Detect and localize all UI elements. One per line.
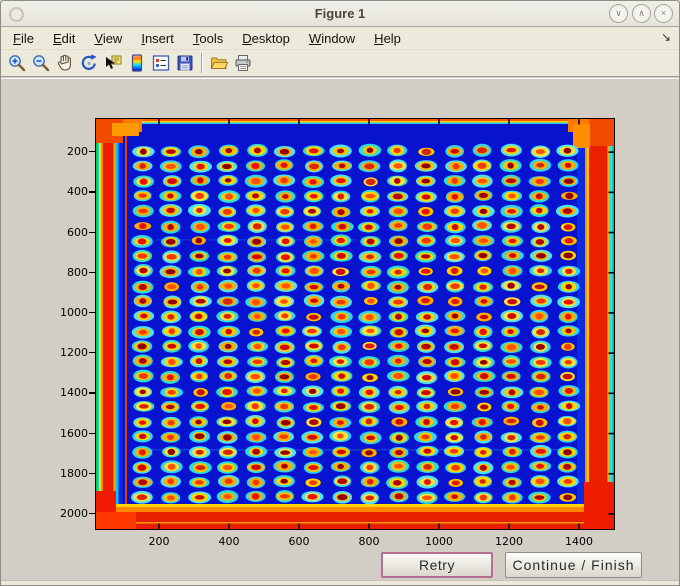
menu-item-desktop[interactable]: Desktop bbox=[242, 30, 290, 46]
rotate-3d-button[interactable] bbox=[77, 51, 101, 75]
menu-item-file[interactable]: File bbox=[13, 30, 34, 46]
y-tick-mark bbox=[89, 352, 95, 354]
menu-item-help[interactable]: Help bbox=[374, 30, 401, 46]
y-tick-mark bbox=[89, 271, 95, 274]
insert-colorbar-button[interactable] bbox=[125, 51, 149, 75]
chevron-up-icon: ∧ bbox=[638, 8, 645, 18]
y-tick-label: 1000 bbox=[60, 305, 88, 319]
x-tick-label: 1200 bbox=[495, 535, 523, 548]
save-figure-icon bbox=[175, 53, 195, 73]
toolbar-separator bbox=[201, 53, 202, 73]
shade-button[interactable]: ∨ bbox=[609, 4, 628, 23]
y-tick-label: 200 bbox=[67, 145, 88, 159]
pan-button[interactable] bbox=[53, 51, 77, 75]
heatmap-image[interactable] bbox=[96, 119, 614, 529]
dock-figure-icon[interactable]: ↘ bbox=[660, 30, 671, 44]
x-tick-label: 1400 bbox=[565, 535, 593, 548]
plot-axes bbox=[95, 118, 615, 530]
x-tick-label: 600 bbox=[288, 535, 310, 548]
unshade-button[interactable]: ∧ bbox=[632, 4, 651, 23]
pan-icon bbox=[55, 53, 75, 73]
close-button[interactable]: × bbox=[654, 4, 673, 23]
y-tick-mark bbox=[89, 432, 95, 434]
y-tick-mark bbox=[89, 512, 95, 515]
y-tick-label: 1200 bbox=[60, 346, 88, 360]
y-tick-label: 800 bbox=[67, 265, 88, 279]
zoom-out-button[interactable] bbox=[29, 51, 53, 75]
open-file-button[interactable] bbox=[207, 51, 231, 75]
menu-item-view[interactable]: View bbox=[94, 30, 123, 46]
data-cursor-icon bbox=[103, 53, 123, 73]
rotate-3d-icon bbox=[79, 53, 99, 73]
menu-item-window[interactable]: Window bbox=[308, 30, 356, 46]
y-tick-mark bbox=[89, 191, 95, 193]
y-tick-label: 1400 bbox=[60, 386, 88, 400]
open-file-icon bbox=[209, 53, 229, 73]
zoom-in-button[interactable] bbox=[5, 51, 29, 75]
menu-bar: File Edit View Insert Tools Desktop Window Help… bbox=[0, 27, 680, 50]
x-tick-label: 200 bbox=[148, 535, 170, 548]
x-tick-label: 1000 bbox=[425, 535, 453, 548]
print-figure-icon bbox=[233, 53, 253, 73]
zoom-in-icon bbox=[7, 53, 27, 73]
menu-item-edit[interactable]: Edit bbox=[52, 30, 76, 46]
y-tick-mark bbox=[89, 151, 95, 153]
y-tick-label: 400 bbox=[67, 185, 88, 199]
window-title: Figure 1 bbox=[314, 6, 366, 21]
menu-item-tools[interactable]: Tools bbox=[192, 30, 224, 46]
print-figure-button[interactable] bbox=[231, 51, 255, 75]
figure-toolbar bbox=[0, 50, 680, 77]
save-figure-button[interactable] bbox=[173, 51, 197, 75]
toolbar-divider bbox=[0, 78, 680, 79]
y-tick-mark bbox=[89, 311, 95, 314]
window-bottom-edge bbox=[0, 580, 680, 586]
data-cursor-button[interactable] bbox=[101, 51, 125, 75]
x-tick-label: 400 bbox=[218, 535, 240, 548]
window-menu-icon[interactable] bbox=[9, 7, 24, 22]
y-tick-label: 1800 bbox=[60, 466, 88, 480]
x-tick-label: 800 bbox=[358, 535, 380, 548]
continue-finish-button[interactable]: Continue / Finish bbox=[505, 552, 642, 578]
figure-canvas: Retry Continue / Finish 200 400 600 800 1000… bbox=[0, 79, 680, 580]
y-tick-label: 2000 bbox=[60, 506, 88, 520]
insert-legend-icon bbox=[151, 53, 171, 73]
menu-item-insert[interactable]: Insert bbox=[141, 30, 174, 46]
y-tick-label: 600 bbox=[67, 225, 88, 239]
y-tick-mark bbox=[89, 392, 95, 394]
zoom-out-icon bbox=[31, 53, 51, 73]
retry-button[interactable]: Retry bbox=[381, 552, 493, 578]
y-tick-label: 1600 bbox=[60, 426, 88, 440]
close-icon: × bbox=[660, 8, 667, 18]
chevron-down-icon: ∨ bbox=[615, 8, 622, 18]
insert-legend-button[interactable] bbox=[149, 51, 173, 75]
y-tick-mark bbox=[89, 231, 95, 233]
y-tick-mark bbox=[89, 472, 95, 475]
title-bar[interactable]: Figure 1 ∨ ∧ × bbox=[0, 0, 680, 27]
insert-colorbar-icon bbox=[127, 53, 147, 73]
